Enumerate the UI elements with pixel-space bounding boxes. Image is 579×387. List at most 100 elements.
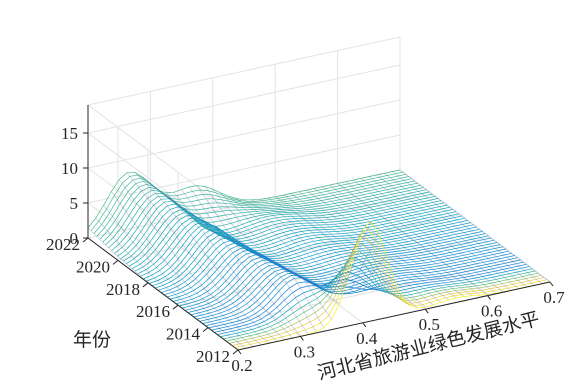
surface-column-line xyxy=(345,181,496,294)
y-tick-label: 2012 xyxy=(196,347,230,366)
surface-row-line xyxy=(155,220,468,289)
surface-column-line xyxy=(189,186,340,305)
surface-column-line xyxy=(376,174,527,288)
z-grid-line-left xyxy=(87,104,239,218)
x-floor-grid-line xyxy=(399,169,551,283)
surface-row-line xyxy=(199,252,512,322)
surface-row-line xyxy=(105,182,418,246)
surface-row-line xyxy=(208,259,521,329)
z-tick-label: 10 xyxy=(61,159,78,178)
surface-column-line xyxy=(243,199,395,291)
surface-row-line xyxy=(167,228,480,298)
surface-row-line xyxy=(152,217,465,286)
surface-row-line xyxy=(143,211,456,279)
x-tick-mark xyxy=(237,349,242,355)
surface-row-line xyxy=(232,235,545,346)
surface-column-line xyxy=(220,192,371,295)
x-tick-label: 0.4 xyxy=(356,329,378,348)
z-tick-label: 15 xyxy=(61,124,78,143)
z-grid-line-left xyxy=(87,202,239,316)
surface-row-line xyxy=(217,266,530,335)
x-floor-grid-line xyxy=(337,183,488,297)
y-tick-label: 2014 xyxy=(166,325,201,344)
z-grid-line-back xyxy=(87,36,401,106)
surface-row-line xyxy=(170,231,483,300)
surface-row-line xyxy=(214,263,527,333)
surface-row-line xyxy=(137,206,451,274)
surface-row-line xyxy=(149,215,462,284)
surface-column-line xyxy=(368,176,520,289)
surface-row-line xyxy=(158,222,471,291)
x-tick-label: 0.3 xyxy=(294,342,315,361)
surface-column-line xyxy=(298,191,449,301)
surface-column-line xyxy=(95,217,247,349)
y-axis-line xyxy=(87,237,239,351)
axes-box xyxy=(87,105,551,351)
surface-column-line xyxy=(181,189,332,320)
x-tick-mark xyxy=(299,336,304,341)
surface-column-line xyxy=(259,198,410,306)
surface-column-line xyxy=(267,197,418,309)
surface-column-line xyxy=(352,179,504,293)
x-axis-line xyxy=(237,281,551,351)
y-tick-mark xyxy=(82,237,89,243)
surface-column-line xyxy=(275,196,426,308)
x-tick-mark xyxy=(424,308,429,314)
y-tick-mark xyxy=(202,327,209,332)
surface-row-line xyxy=(229,242,542,344)
surface-column-line xyxy=(337,183,488,295)
surface-row-line xyxy=(102,180,415,243)
surface-column-line xyxy=(329,184,481,296)
surface-row-line xyxy=(185,242,498,311)
surface-row-line xyxy=(182,239,495,309)
surface-row-line xyxy=(196,250,509,320)
surface-column-line xyxy=(306,189,457,299)
surface-row-line xyxy=(108,184,421,248)
surface-row-line xyxy=(164,226,477,295)
y-floor-grid-line xyxy=(177,236,491,306)
surface-row-line xyxy=(134,204,448,272)
surface-row-line xyxy=(140,209,453,277)
surface-row-line xyxy=(176,235,489,304)
y-tick-label: 2018 xyxy=(106,280,140,299)
surface-row-line xyxy=(187,244,501,313)
surface-row-line xyxy=(179,237,492,307)
x-tick-mark xyxy=(362,322,367,328)
surface-row-line xyxy=(226,250,539,342)
x-floor-grid-line xyxy=(150,223,301,337)
y-floor-grid-line xyxy=(117,191,431,261)
surface-column-line xyxy=(204,186,356,291)
surface-row-line xyxy=(131,202,445,270)
surface-row-line xyxy=(87,169,401,229)
x-tick-mark xyxy=(487,295,492,300)
z-grid-line-back xyxy=(87,64,401,134)
x-tick-label: 0.7 xyxy=(543,288,565,307)
surface-row-line xyxy=(90,171,403,231)
surface-row-line xyxy=(96,176,409,237)
surface-row-line xyxy=(211,261,524,331)
surface-row-line xyxy=(235,228,548,349)
surface-row-line xyxy=(120,193,433,260)
y-tick-mark xyxy=(232,349,239,355)
surface-column-line xyxy=(282,194,434,306)
surface-layer xyxy=(87,169,551,351)
surface-column-line xyxy=(134,171,286,340)
surface-column-line xyxy=(103,205,254,347)
y-tick-label: 2020 xyxy=(76,257,110,276)
surface-column-line xyxy=(173,192,325,328)
x-tick-label: 0.2 xyxy=(231,356,252,375)
surface-row-line xyxy=(114,189,427,254)
surface-row-line xyxy=(223,257,536,340)
y-axis-title: 年份 xyxy=(73,329,111,351)
z-grid-line-back xyxy=(87,134,401,204)
y-tick-mark xyxy=(172,304,179,310)
surface-column-line xyxy=(165,192,317,332)
z-tick-label: 5 xyxy=(70,194,79,213)
surface-row-line xyxy=(161,224,474,293)
y-tick-label: 2022 xyxy=(46,235,80,254)
surface-column-line xyxy=(228,195,379,294)
surface-row-line xyxy=(117,191,430,257)
surface-row-line xyxy=(123,195,436,262)
x-tick-label: 0.5 xyxy=(419,315,440,334)
